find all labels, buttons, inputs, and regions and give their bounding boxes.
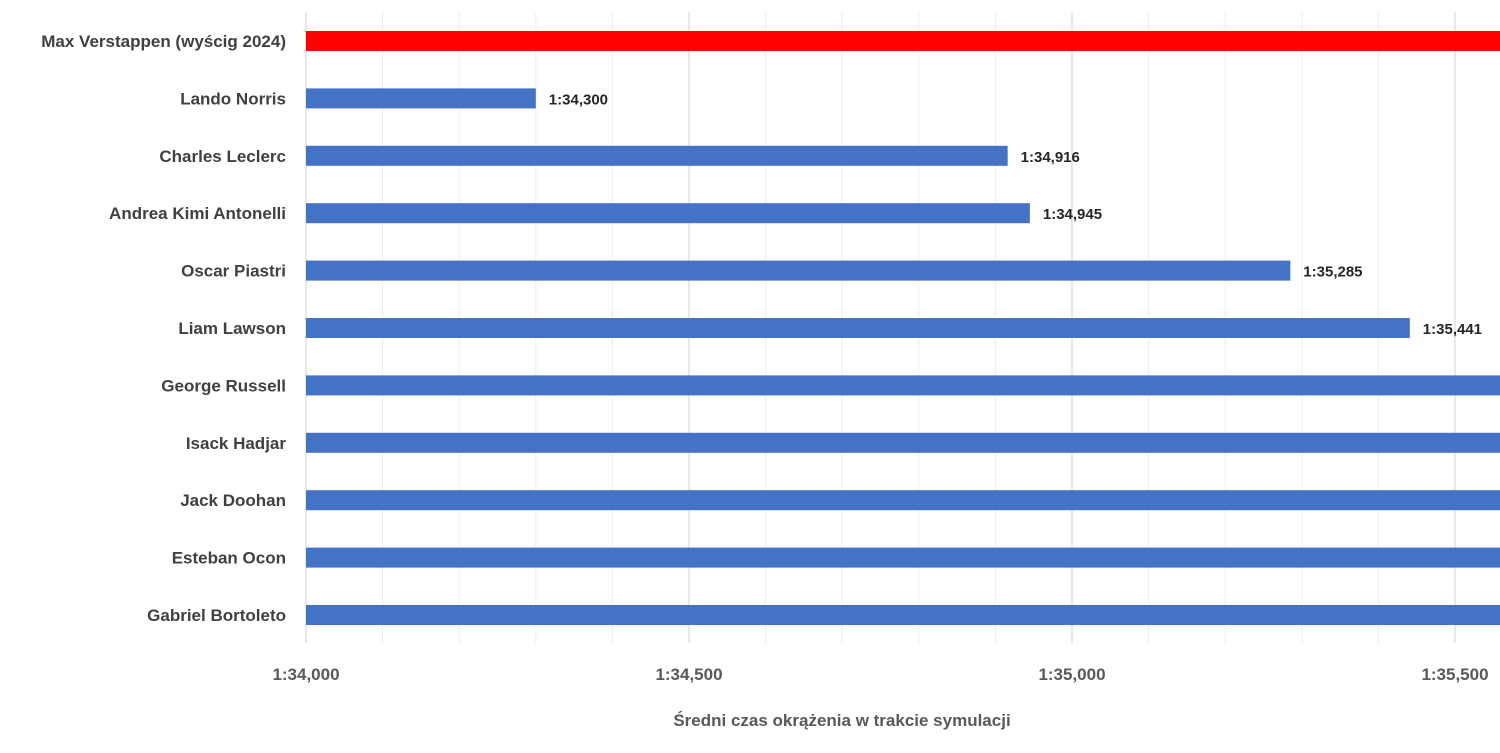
category-label: Lando Norris bbox=[180, 89, 286, 108]
x-tick-label: 1:34,500 bbox=[655, 665, 722, 684]
category-labels: Max Verstappen (wyścig 2024) Lando Norris… bbox=[41, 32, 286, 625]
x-tick-label: 1:35,500 bbox=[1421, 665, 1488, 684]
category-label: Gabriel Bortoleto bbox=[147, 606, 286, 625]
bar bbox=[306, 490, 1500, 511]
bar bbox=[306, 605, 1500, 625]
category-label: Max Verstappen (wyścig 2024) bbox=[41, 32, 286, 51]
bar bbox=[306, 145, 1008, 166]
category-label: Esteban Ocon bbox=[172, 549, 286, 568]
bar bbox=[306, 547, 1500, 568]
data-label: 1:34,916 bbox=[1021, 149, 1080, 166]
category-label: Liam Lawson bbox=[178, 319, 286, 338]
bar bbox=[306, 432, 1500, 453]
x-tick-label: 1:35,000 bbox=[1038, 665, 1105, 684]
bars bbox=[306, 31, 1500, 625]
category-label: Oscar Piastri bbox=[181, 262, 286, 281]
category-label: Isack Hadjar bbox=[186, 434, 287, 453]
category-label: George Russell bbox=[161, 376, 286, 395]
data-label: 1:34,945 bbox=[1043, 206, 1102, 223]
category-label: Jack Doohan bbox=[180, 491, 286, 510]
category-label: Charles Leclerc bbox=[159, 147, 286, 166]
bar bbox=[306, 31, 1500, 51]
value-labels: 1:35,6541:34,3001:34,9161:34,9451:35,285… bbox=[549, 91, 1482, 338]
bar bbox=[306, 260, 1291, 281]
x-axis-title: Średni czas okrążenia w trakcie symulacj… bbox=[673, 711, 1010, 730]
bar bbox=[306, 318, 1410, 338]
x-tick-label: 1:34,000 bbox=[272, 665, 339, 684]
x-tick-labels: 1:34,0001:34,5001:35,0001:35,5001:36,000… bbox=[272, 665, 1488, 684]
data-label: 1:35,285 bbox=[1303, 264, 1362, 281]
category-label: Andrea Kimi Antonelli bbox=[109, 204, 286, 223]
bar bbox=[306, 88, 536, 109]
bar bbox=[306, 375, 1500, 396]
data-label: 1:35,441 bbox=[1423, 321, 1482, 338]
data-label: 1:34,300 bbox=[549, 91, 608, 108]
bar bbox=[306, 203, 1030, 224]
